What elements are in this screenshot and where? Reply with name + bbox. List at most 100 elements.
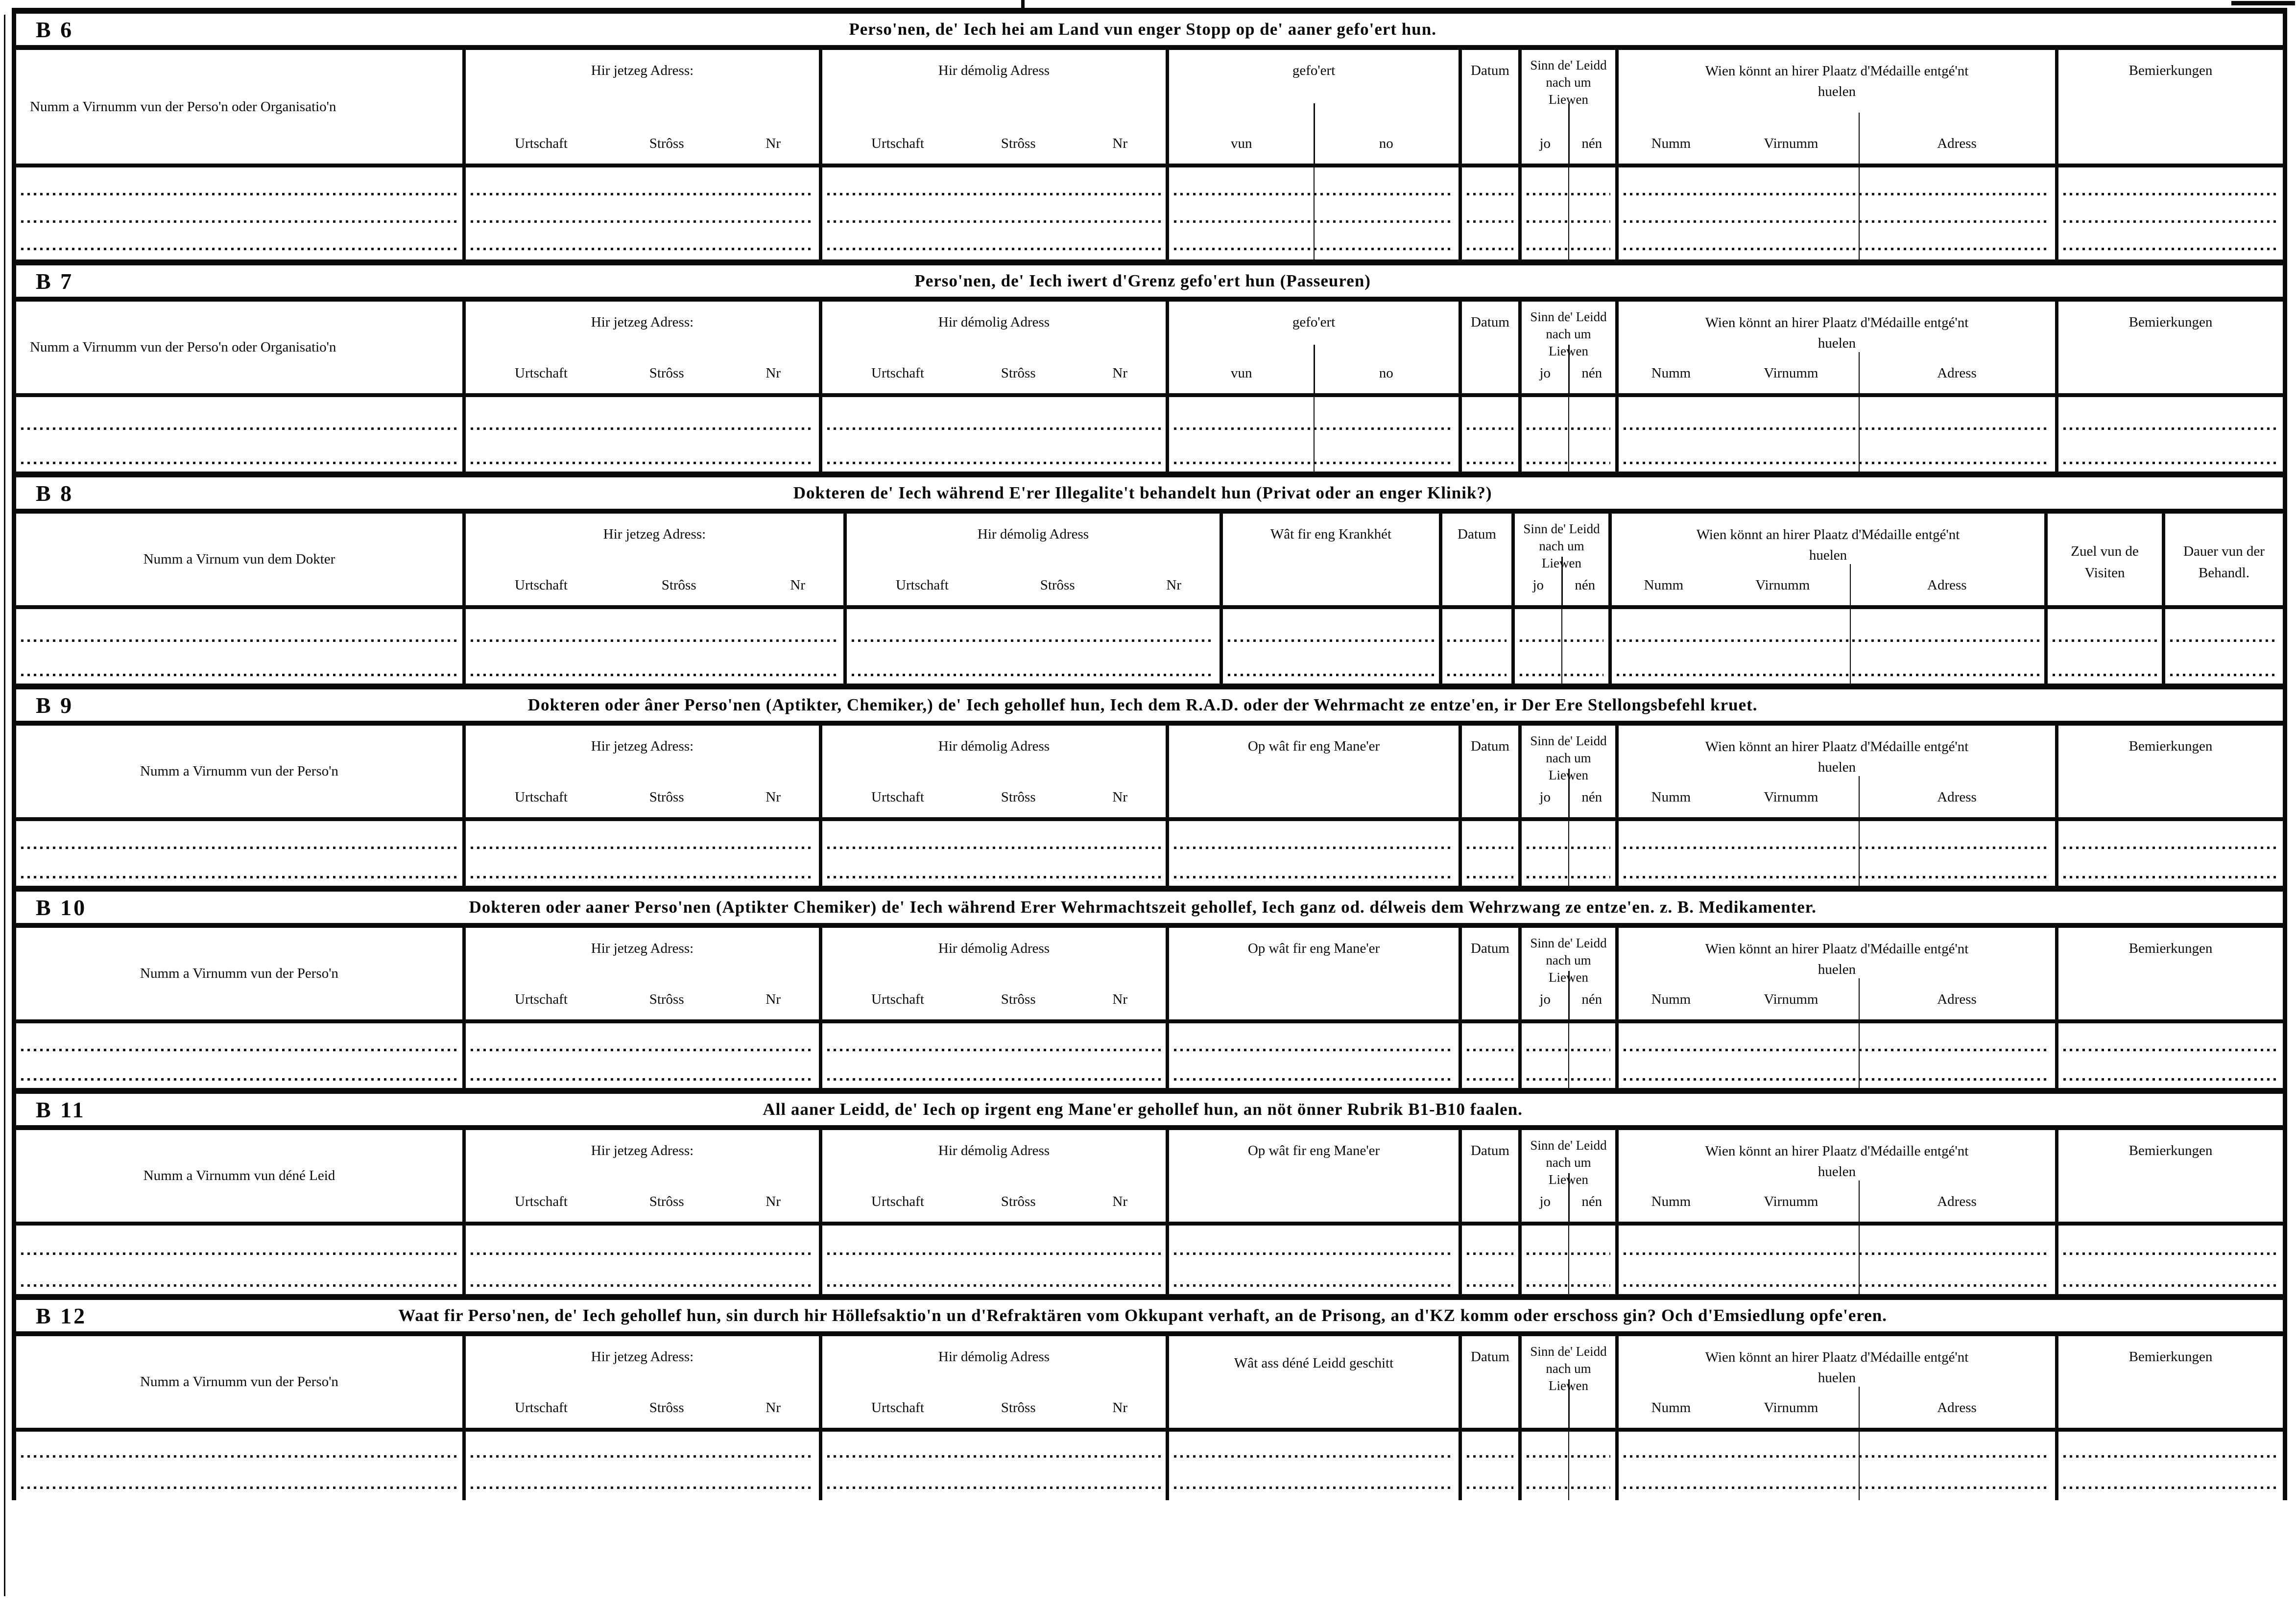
urtschaft-label: Urtschaft [871, 365, 924, 381]
datum-header: Datum [1462, 50, 1522, 164]
section-code: B 7 [36, 268, 74, 294]
nr-label: Nr [1166, 577, 1181, 593]
section-code: B 9 [36, 692, 74, 718]
former-address-label: Hir démolig Adress [938, 738, 1050, 754]
datum-label: Datum [1471, 63, 1509, 78]
entry-cell [822, 397, 1169, 472]
entry-cell [1462, 167, 1522, 260]
fate-header: Wât ass déné Leidd geschitt [1169, 1336, 1462, 1428]
illness-header: Wât fir eng Krankhét [1223, 514, 1442, 605]
bemierkungen-label: Bemierkungen [2129, 1143, 2213, 1158]
medal-numm-label: Numm [1651, 991, 1691, 1007]
medal-label: Wien könnt an hirer Plaatz d'Médaille en… [1705, 63, 1969, 100]
section-b11: B 11 All aaner Leidd, de' Iech op irgent… [12, 1088, 2287, 1294]
manner-label: Op wât fir eng Mane'er [1247, 941, 1380, 956]
no-label: no [1379, 365, 1393, 381]
medal-numm-label: Numm [1651, 1400, 1691, 1416]
medal-virnumm-label: Virnumm [1764, 1194, 1818, 1209]
nen-label: nén [1581, 991, 1602, 1007]
entry-cell [822, 167, 1169, 260]
entry-cell [16, 397, 466, 472]
former-address-label: Hir démolig Adress [938, 1143, 1050, 1158]
name-column-label: Numm a Virnumm vun der Perso'n [140, 1374, 338, 1390]
column-header-row: Numm a Virnum vun dem Dokter Hir jetzeg … [16, 514, 2283, 609]
column-header-row: Numm a Virnumm vun déné Leid Hir jetzeg … [16, 1130, 2283, 1226]
entry-cell [1223, 609, 1442, 684]
nr-label: Nr [790, 577, 805, 593]
entry-rows [16, 609, 2283, 684]
section-title-row: B 10 Dokteren oder aaner Perso'nen (Apti… [16, 886, 2283, 928]
divider [1859, 821, 1860, 886]
entry-cell [1522, 1226, 1619, 1294]
bemierkungen-header: Bemierkungen [2058, 726, 2283, 817]
medal-header: Wien könnt an hirer Plaatz d'Médaille en… [1619, 726, 2058, 817]
nen-label: nén [1581, 365, 1602, 381]
name-column-header: Numm a Virnumm vun der Perso'n [16, 726, 466, 817]
medal-label: Wien könnt an hirer Plaatz d'Médaille en… [1705, 1349, 1969, 1386]
urtschaft-label: Urtschaft [515, 991, 568, 1007]
stross-label: Strôss [649, 365, 684, 381]
entry-cell [1169, 167, 1462, 260]
nr-label: Nr [765, 789, 781, 805]
alive-label: Sinn de' Leidd nach um Liewen [1530, 309, 1607, 358]
medal-header: Wien könnt an hirer Plaatz d'Médaille en… [1619, 302, 2058, 393]
medal-adress-label: Adress [1937, 991, 1977, 1007]
visits-header: Zuel vun de Visiten [2048, 514, 2165, 605]
divider [1568, 344, 1570, 393]
section-heading: Dokteren oder âner Perso'nen (Aptikter, … [527, 695, 1758, 714]
divider [1859, 352, 1860, 393]
divider [1313, 167, 1315, 260]
former-address-header: Hir démolig Adress Urtschaft Strôss Nr [822, 302, 1169, 393]
nr-label: Nr [1112, 1400, 1127, 1416]
section-code: B 11 [36, 1097, 86, 1122]
name-column-label: Numm a Virnumm vun der Perso'n [140, 763, 338, 779]
entry-cell [2058, 821, 2283, 886]
form-page: B 6 Perso'nen, de' Iech hei am Land vun … [12, 8, 2287, 1500]
stross-label: Strôss [649, 789, 684, 805]
nen-label: nén [1581, 1194, 1602, 1209]
bemierkungen-label: Bemierkungen [2129, 1349, 2213, 1365]
section-title-row: B 7 Perso'nen, de' Iech iwert d'Grenz ge… [16, 260, 2283, 302]
current-address-header: Hir jetzeg Adress: Urtschaft Strôss Nr [466, 1130, 822, 1222]
name-column-header: Numm a Virnumm vun déné Leid [16, 1130, 466, 1222]
urtschaft-label: Urtschaft [871, 1400, 924, 1416]
datum-label: Datum [1471, 1349, 1509, 1365]
entry-cell [1619, 1432, 2058, 1500]
nr-label: Nr [765, 1194, 781, 1209]
medal-header: Wien könnt an hirer Plaatz d'Médaille en… [1619, 50, 2058, 164]
stross-label: Strôss [1001, 1194, 1036, 1209]
medal-header: Wien könnt an hirer Plaatz d'Médaille en… [1619, 928, 2058, 1019]
divider [1859, 397, 1860, 472]
entry-cell [16, 609, 466, 684]
bemierkungen-header: Bemierkungen [2058, 1130, 2283, 1222]
jo-label: jo [1539, 789, 1551, 805]
name-column-label: Numm a Virnumm vun déné Leid [143, 1168, 335, 1183]
stross-label: Strôss [1040, 577, 1075, 593]
medal-label: Wien könnt an hirer Plaatz d'Médaille en… [1705, 739, 1969, 776]
nen-label: nén [1581, 136, 1602, 151]
alive-header: Sinn de' Leidd nach um Liewen jo nén [1522, 1130, 1619, 1222]
medal-label: Wien könnt an hirer Plaatz d'Médaille en… [1705, 315, 1969, 352]
current-address-header: Hir jetzeg Adress: Urtschaft Strôss Nr [466, 514, 847, 605]
visits-label: Zuel vun de Visiten [2071, 543, 2139, 581]
divider [1561, 556, 1563, 605]
column-header-row: Numm a Virnumm vun der Perso'n Hir jetze… [16, 928, 2283, 1023]
entry-cell [1515, 609, 1612, 684]
medal-adress-label: Adress [1937, 365, 1977, 381]
medal-label: Wien könnt an hirer Plaatz d'Médaille en… [1705, 1143, 1969, 1180]
nr-label: Nr [765, 136, 781, 151]
section-heading: Perso'nen, de' Iech hei am Land vun enge… [849, 20, 1436, 39]
transported-label: gefo'ert [1292, 314, 1336, 330]
medal-adress-label: Adress [1937, 136, 1977, 151]
medal-virnumm-label: Virnumm [1755, 577, 1810, 593]
duration-header: Dauer vun der Behandl. [2165, 514, 2283, 605]
datum-header: Datum [1462, 726, 1522, 817]
entry-cell [1169, 821, 1462, 886]
current-address-label: Hir jetzeg Adress: [591, 738, 694, 754]
datum-label: Datum [1471, 941, 1509, 956]
divider [1568, 1023, 1569, 1088]
current-address-header: Hir jetzeg Adress: Urtschaft Strôss Nr [466, 50, 822, 164]
name-column-header: Numm a Virnumm vun der Perso'n oder Orga… [16, 50, 466, 164]
urtschaft-label: Urtschaft [896, 577, 949, 593]
current-address-label: Hir jetzeg Adress: [591, 63, 694, 78]
